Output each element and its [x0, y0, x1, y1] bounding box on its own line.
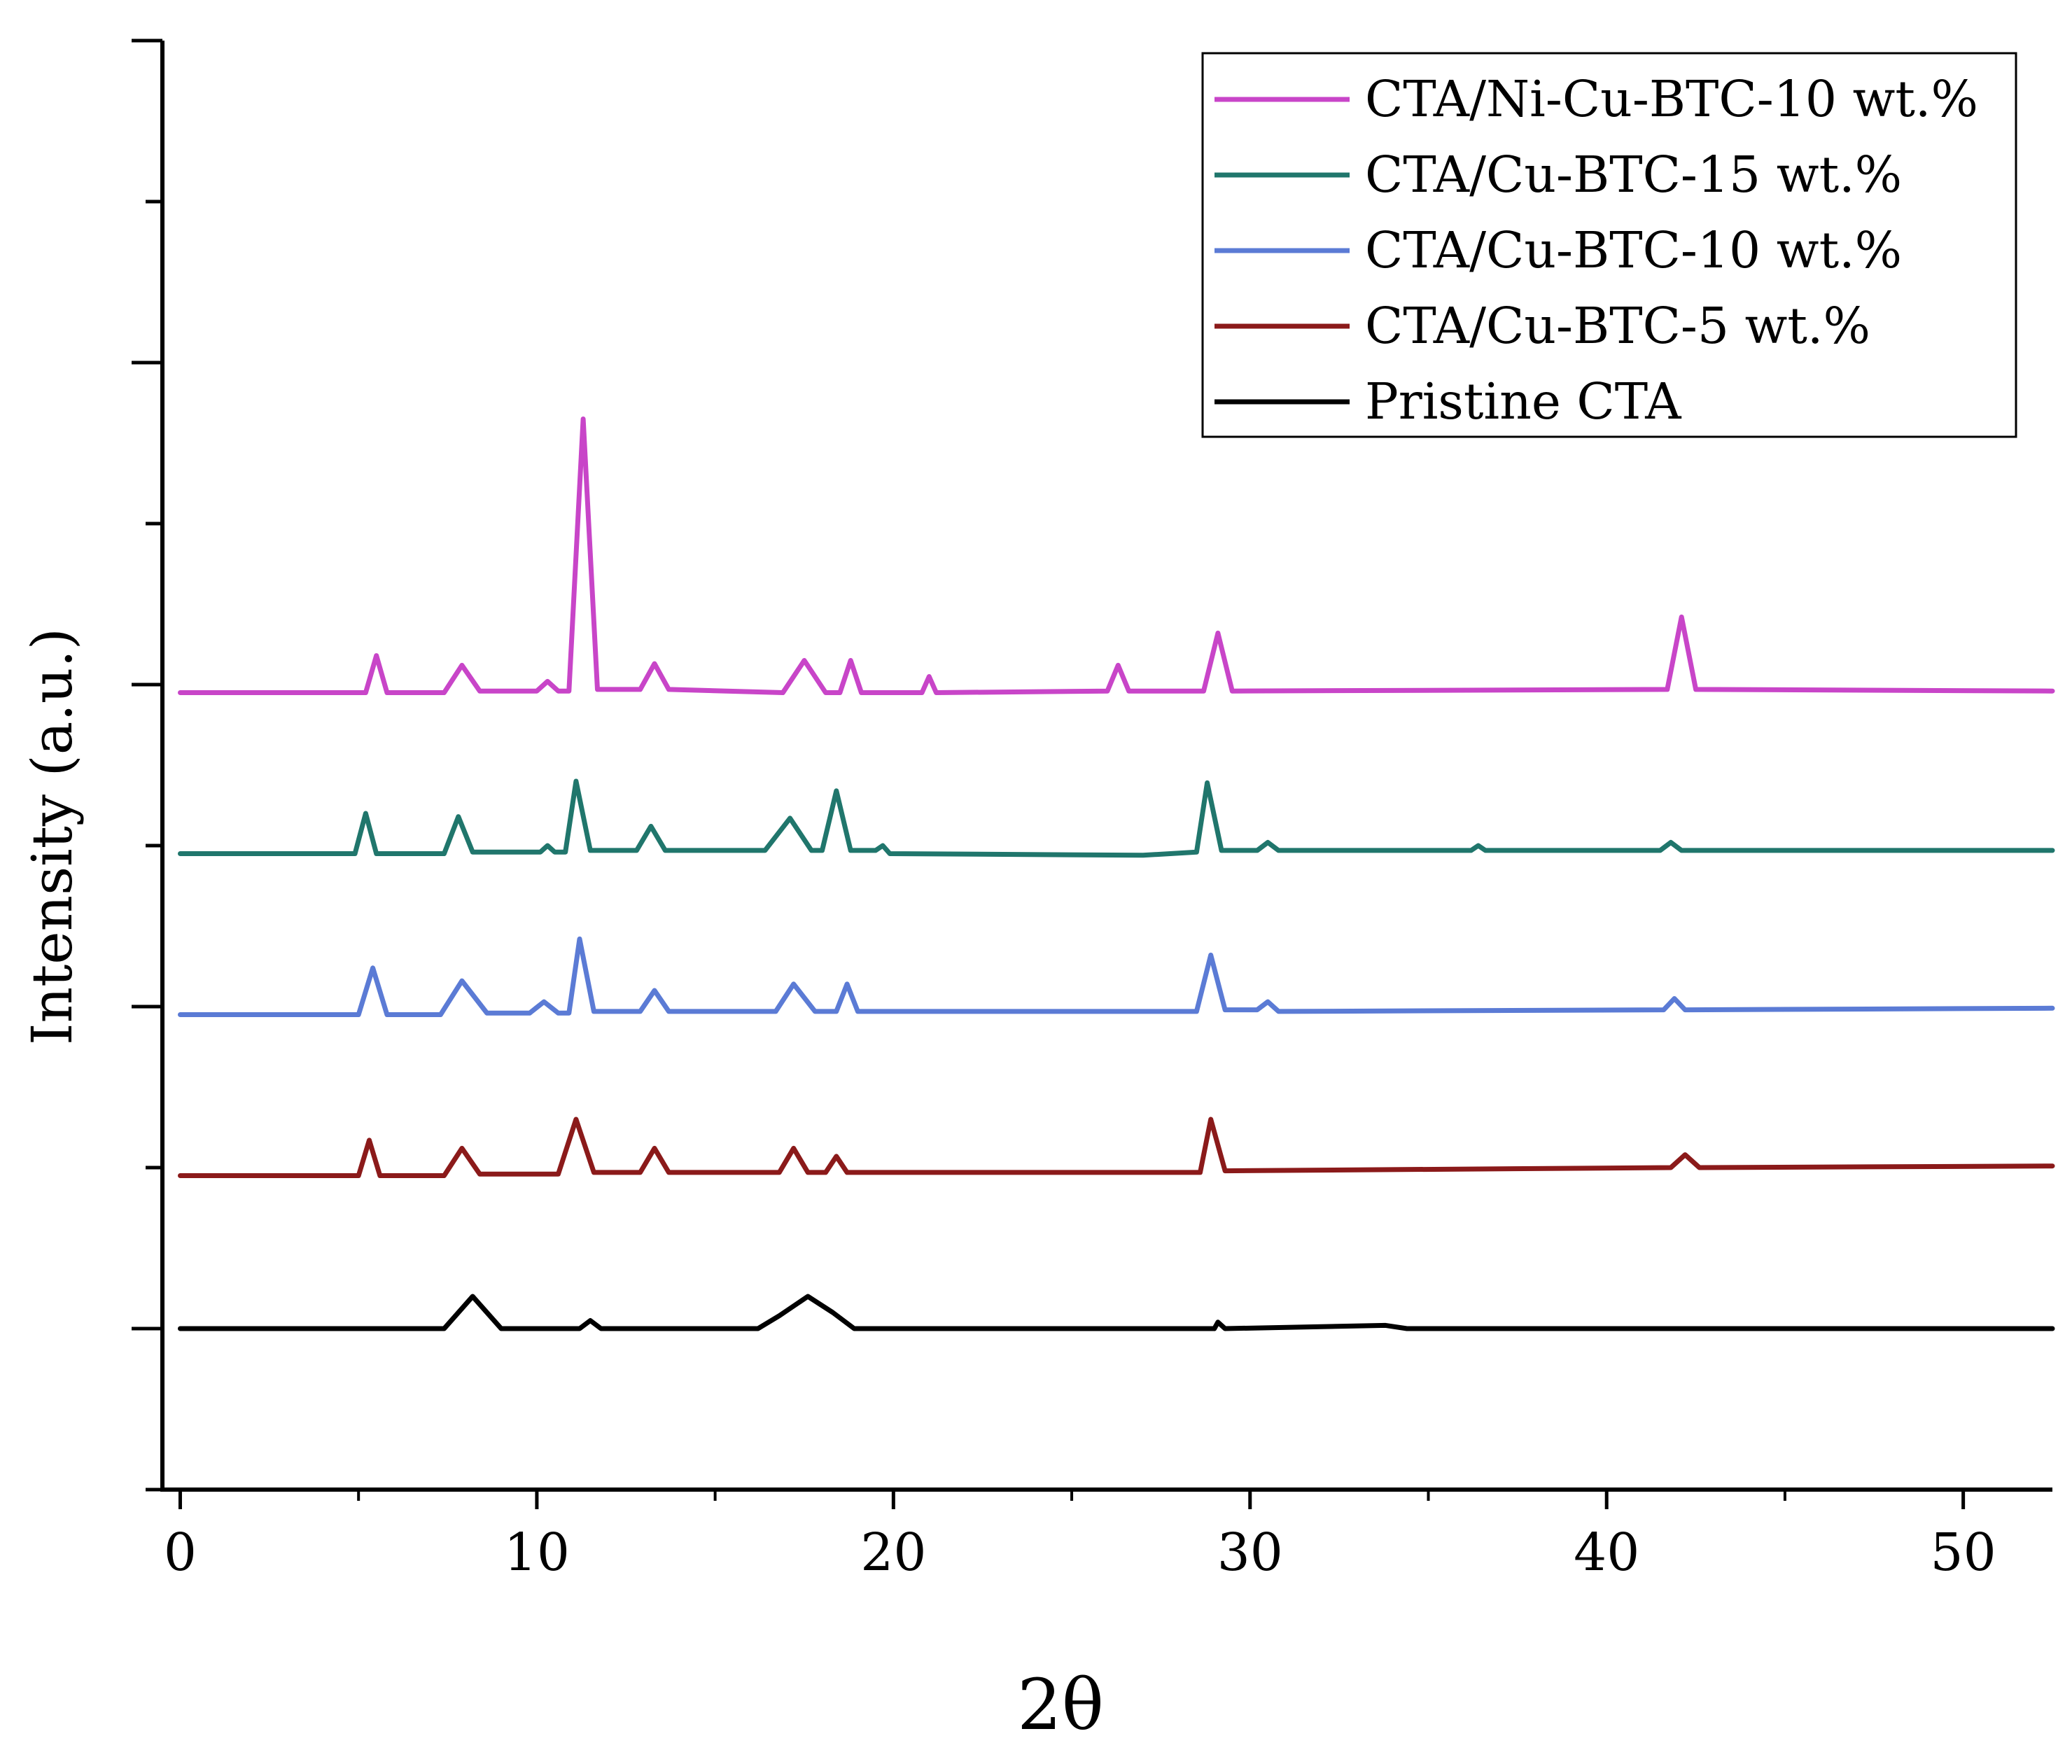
y-axis-title: Intensity (a.u.)	[20, 628, 85, 1045]
legend-label: CTA/Cu-BTC-10 wt.%	[1365, 221, 1902, 279]
series-line-4	[178, 416, 2055, 695]
x-tick-label: 0	[164, 1522, 197, 1583]
series-line-3	[178, 778, 2055, 858]
x-tick-label: 10	[504, 1522, 570, 1583]
x-tick-label: 50	[1931, 1522, 1996, 1583]
legend-label: CTA/Cu-BTC-5 wt.%	[1365, 297, 1870, 355]
legend-label: CTA/Cu-BTC-15 wt.%	[1365, 146, 1902, 204]
legend-label: Pristine CTA	[1365, 372, 1681, 430]
x-tick-label: 30	[1217, 1522, 1283, 1583]
x-axis-title: 2θ	[1017, 1664, 1104, 1746]
series-line-0	[178, 1294, 2055, 1331]
series-line-2	[178, 936, 2055, 1017]
legend-box	[1201, 52, 2017, 438]
x-tick-label: 40	[1574, 1522, 1639, 1583]
legend-label: CTA/Ni-Cu-BTC-10 wt.%	[1365, 70, 1978, 128]
series-line-1	[178, 1116, 2055, 1178]
x-tick-label: 20	[860, 1522, 926, 1583]
